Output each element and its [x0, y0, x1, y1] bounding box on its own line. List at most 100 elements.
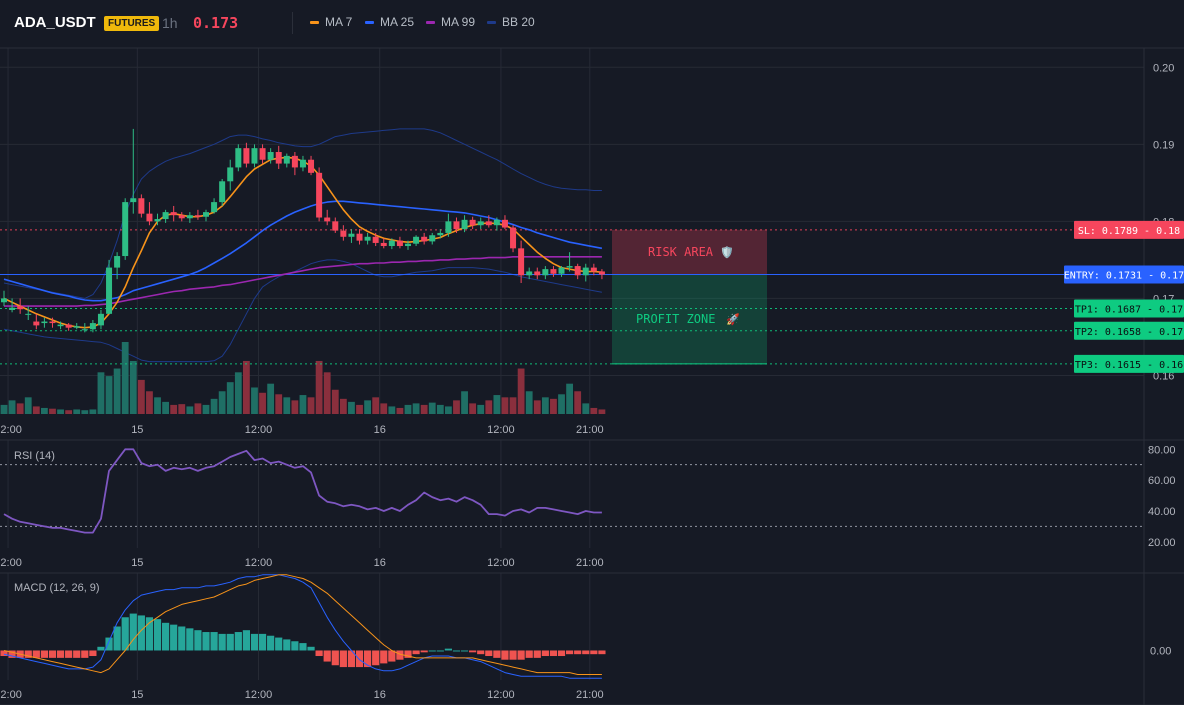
- macd-line: [3, 574, 602, 679]
- volume-bar: [89, 409, 97, 414]
- legend-ma99[interactable]: MA 99: [426, 15, 475, 29]
- time-axis-tick: 21:00: [576, 424, 604, 436]
- macd-histogram-bar: [339, 650, 347, 668]
- candle-body: [380, 242, 387, 247]
- volume-bar: [113, 368, 121, 414]
- candle-body: [89, 323, 96, 330]
- candle-body: [372, 236, 379, 243]
- candle-body: [453, 221, 460, 230]
- candle-body: [388, 240, 395, 247]
- volume-bar: [445, 406, 452, 414]
- volume-bar: [267, 383, 275, 414]
- candle-body: [299, 159, 306, 168]
- legend-ma7[interactable]: MA 7: [310, 15, 352, 29]
- macd-histogram-bar: [509, 650, 517, 660]
- candle-body: [461, 219, 468, 230]
- candle-body: [348, 233, 355, 237]
- macd-histogram-bar: [557, 650, 566, 657]
- legend-swatch-ma99: [426, 20, 435, 24]
- volume-bar: [226, 382, 234, 414]
- volume-bar: [461, 391, 468, 414]
- level-tag-label-tp: TP2: 0.1658 - 0.17: [1075, 327, 1183, 338]
- volume-bar: [533, 400, 541, 414]
- legend-label-bb20: BB 20: [502, 15, 535, 29]
- macd-histogram-bar: [460, 650, 469, 652]
- volume-bar: [129, 360, 137, 414]
- candle-body: [364, 236, 371, 241]
- candle-body: [267, 152, 274, 160]
- candle-body: [1, 298, 7, 303]
- candle-body: [243, 148, 250, 164]
- volume-bar: [509, 397, 517, 414]
- ma25-line: [3, 200, 603, 302]
- macd-histogram-bar: [234, 632, 242, 651]
- macd-histogram-bar: [210, 632, 218, 651]
- volume-bar: [558, 394, 565, 414]
- legend-bb20[interactable]: BB 20: [487, 15, 535, 29]
- level-tag-tp: [1074, 321, 1184, 340]
- level-tag-label-tp: TP1: 0.1687 - 0.17: [1075, 304, 1183, 315]
- candle-body: [219, 181, 226, 203]
- macd-histogram-bar: [315, 650, 323, 657]
- volume-bar: [493, 395, 501, 414]
- chart-header: ADA_USDT FUTURES 1h 0.173 MA 7 MA 25 MA …: [0, 0, 1184, 48]
- macd-histogram-bar: [582, 650, 590, 655]
- volume-bar: [469, 403, 477, 414]
- legend-ma25[interactable]: MA 25: [365, 15, 414, 29]
- candle-body: [106, 267, 113, 314]
- timeframe-label[interactable]: 1h: [162, 15, 178, 31]
- volume-bar: [485, 400, 493, 414]
- volume-bar: [170, 404, 178, 414]
- volume-bar: [582, 403, 590, 414]
- symbol-label[interactable]: ADA_USDT: [14, 14, 96, 31]
- candle-body: [493, 219, 500, 226]
- macd-histogram-bar: [186, 628, 194, 651]
- macd-histogram-bar: [574, 650, 582, 655]
- candle-body: [130, 198, 137, 203]
- macd-histogram-bar: [436, 650, 444, 652]
- shield-icon: 🛡️: [720, 246, 734, 259]
- level-tag-tp: [1074, 354, 1184, 373]
- macd-histogram-bar: [113, 626, 121, 651]
- time-axis-tick: 12:00: [487, 557, 515, 569]
- candle-body: [291, 155, 298, 168]
- candle-body: [510, 227, 517, 249]
- time-axis-tick: 16: [374, 557, 386, 569]
- macd-histogram-bar: [428, 650, 436, 652]
- legend-swatch-ma7: [310, 20, 319, 24]
- volume-bar: [356, 404, 363, 414]
- volume-bar: [57, 409, 64, 414]
- volume-bar: [307, 397, 315, 414]
- volume-bar: [525, 391, 533, 414]
- level-tag-sl: [1074, 220, 1184, 239]
- volume-bar: [323, 372, 331, 414]
- macd-histogram-bar: [0, 650, 8, 657]
- profit-zone: [612, 274, 767, 364]
- macd-histogram-bar: [380, 650, 388, 664]
- macd-histogram-bar: [56, 650, 65, 658]
- volume-bar: [146, 391, 153, 414]
- candle-body: [316, 172, 323, 218]
- candle-body: [485, 221, 492, 226]
- time-axis-tick: 12:00: [245, 557, 273, 569]
- legend-swatch-bb20: [487, 20, 496, 24]
- candle-body: [542, 269, 549, 276]
- volume-bar: [210, 398, 218, 414]
- grid-lines: [0, 48, 1144, 680]
- candle-body: [97, 313, 104, 326]
- macd-axis-tick: 0.00: [1150, 645, 1171, 657]
- volume-bar: [251, 387, 258, 414]
- candle-body: [146, 213, 153, 222]
- volume-bar: [517, 368, 525, 414]
- candle-body: [477, 221, 484, 226]
- macd-histogram-bar: [81, 650, 89, 658]
- candle-body: [582, 267, 589, 276]
- candle-body: [550, 269, 557, 274]
- candle-body: [154, 219, 161, 222]
- volume-bar: [364, 400, 371, 414]
- macd-histogram-bar: [218, 633, 226, 651]
- macd-histogram-bar: [420, 650, 428, 653]
- candle-body: [421, 236, 428, 242]
- volume-bar: [372, 397, 380, 414]
